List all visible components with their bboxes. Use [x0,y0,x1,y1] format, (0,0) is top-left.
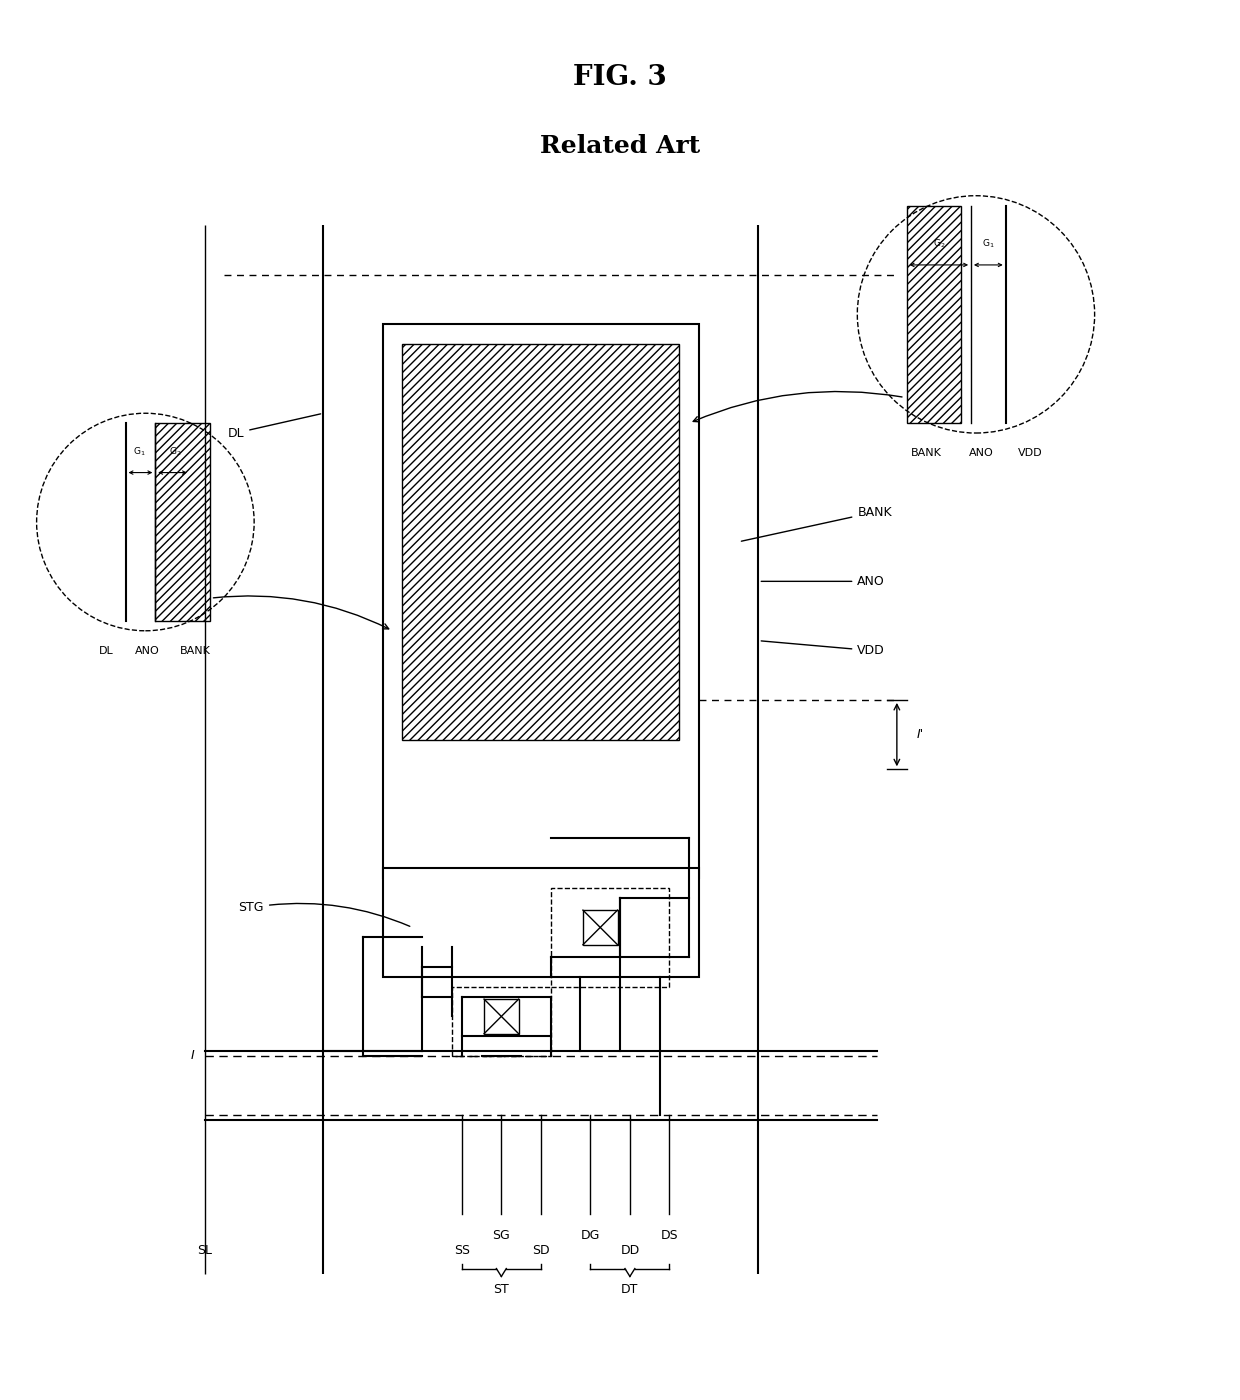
Bar [383,868,699,977]
Bar [906,206,961,423]
Text: SG: SG [492,1229,510,1242]
Text: SS: SS [454,1243,470,1257]
Text: BANK: BANK [742,505,892,542]
Text: ST: ST [494,1284,510,1296]
Text: ANO: ANO [968,448,993,458]
Text: SL: SL [197,1243,212,1257]
Text: ANO: ANO [761,575,885,588]
Bar [484,1000,518,1033]
Bar [551,888,670,987]
Text: FIG. 3: FIG. 3 [573,63,667,91]
Text: DT: DT [621,1284,639,1296]
Text: VDD: VDD [1018,448,1043,458]
Text: Related Art: Related Art [539,134,701,158]
Text: I': I' [916,728,924,741]
Text: SD: SD [532,1243,549,1257]
Text: ANO: ANO [135,645,160,655]
Text: BANK: BANK [180,645,211,655]
Text: DS: DS [661,1229,678,1242]
Text: DL: DL [228,414,321,440]
Bar [583,910,618,945]
Bar [451,987,551,1056]
Text: G$_1$: G$_1$ [982,238,994,251]
Text: BANK: BANK [911,448,942,458]
Bar [155,423,210,620]
Text: G$_2$: G$_2$ [169,445,181,458]
Text: I: I [191,1050,195,1063]
Text: DL: DL [98,645,113,655]
Text: DG: DG [580,1229,600,1242]
Bar [383,325,699,878]
Bar [403,344,680,739]
Text: G$_1$: G$_1$ [133,445,146,458]
Text: VDD: VDD [761,641,885,657]
Text: G$_2$: G$_2$ [932,238,945,251]
Text: DD: DD [620,1243,640,1257]
Text: STG: STG [238,902,409,927]
